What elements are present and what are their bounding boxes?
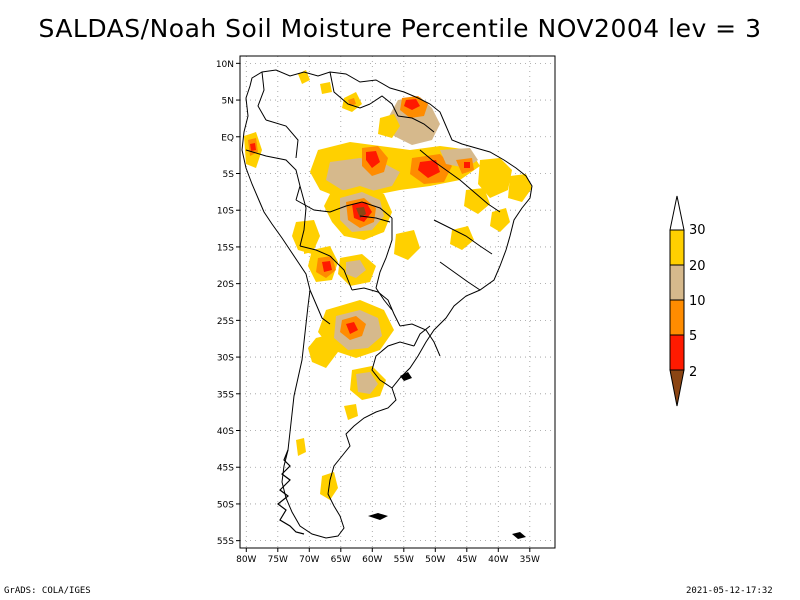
lon-tick-label: 80W (236, 555, 256, 565)
lat-tick-label: 25S (217, 317, 234, 327)
islands (368, 372, 526, 539)
colorbar-band-10-20 (669, 264, 685, 301)
footer-credit: GrADS: COLA/IGES (4, 586, 91, 596)
colorbar-band-5-10 (669, 299, 685, 336)
lon-tick-label: 55W (394, 555, 414, 565)
lat-tick-label: 40S (217, 427, 234, 437)
lat-tick-label: 5S (223, 170, 235, 180)
lat-tick-label: 55S (217, 537, 234, 547)
soil-moisture-fill (244, 70, 532, 500)
patch-guiana (342, 92, 440, 145)
lon-tick-label: 65W (331, 555, 351, 565)
fjord-coast (277, 449, 305, 535)
lat-tick-label: EQ (221, 133, 234, 143)
south-america-coastline (241, 69, 533, 539)
colorbar-label-2: 2 (689, 365, 697, 380)
lat-tick-label: 35S (217, 390, 234, 400)
gridlines (240, 56, 555, 548)
patch-northeast (450, 158, 532, 250)
colorbar-band-20-30 (669, 229, 685, 266)
lon-tick-label: 45W (457, 555, 477, 565)
lon-tick-label: 35W (520, 555, 540, 565)
lat-tick-label: 15S (217, 243, 234, 253)
plot-frame (239, 55, 556, 549)
lat-tick-label: 10S (217, 207, 234, 217)
colorbar-label-20: 20 (689, 259, 706, 274)
lat-tick-label: 30S (217, 354, 234, 364)
lat-tick-label: 20S (217, 280, 234, 290)
patch-rondonia (324, 186, 392, 240)
map-title: SALDAS/Noah Soil Moisture Percentile NOV… (38, 14, 762, 43)
colorbar-label-30: 30 (689, 223, 706, 238)
lat-tick-label: 5N (222, 97, 234, 107)
colorbar: 30 20 10 5 2 (669, 195, 706, 407)
lat-axis-labels: 10N 5N EQ 5S 10S 15S 20S 25S 30S 35S 40S 45S 50S 55S (216, 60, 234, 547)
lat-tick-label: 10N (216, 60, 234, 70)
coastlines (241, 69, 533, 539)
patch-pampas (344, 366, 386, 420)
lon-tick-label: 75W (268, 555, 288, 565)
lat-tick-label: 45S (217, 464, 234, 474)
lon-tick-label: 60W (362, 555, 382, 565)
lon-tick-label: 70W (299, 555, 319, 565)
colorbar-top-arrow (669, 195, 685, 231)
lon-tick-label: 50W (425, 555, 445, 565)
colorbar-bottom-arrow (669, 369, 685, 407)
patch-amazon (310, 142, 480, 198)
colorbar-band-2-5 (669, 334, 685, 371)
axis-ticks (236, 62, 531, 552)
colorbar-label-10: 10 (689, 294, 706, 309)
colorbar-label-5: 5 (689, 329, 697, 344)
lon-tick-label: 40W (488, 555, 508, 565)
lat-tick-label: 50S (217, 500, 234, 510)
patch-bolivia (292, 220, 420, 286)
lon-axis-labels: 80W 75W 70W 65W 60W 55W 50W 45W 40W 35W (236, 555, 540, 565)
patch-chaco (308, 300, 394, 368)
footer-timestamp: 2021-05-12-17:32 (686, 586, 773, 596)
